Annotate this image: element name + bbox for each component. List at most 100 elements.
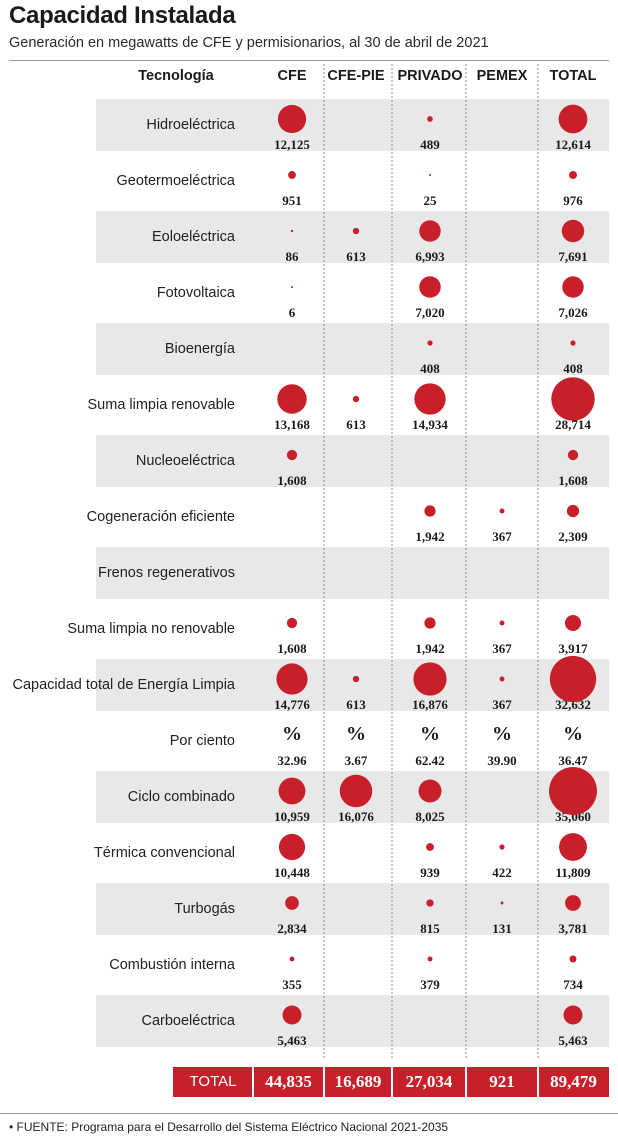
- table-row: [96, 99, 609, 151]
- bubble-total: [570, 340, 576, 346]
- row-label: Fotovoltaica: [156, 285, 235, 301]
- value-label: 2,309: [558, 529, 588, 544]
- value-label: 28,714: [555, 417, 591, 432]
- row-label: Combustión interna: [109, 957, 235, 973]
- value-label: 131: [492, 921, 512, 936]
- bubble-pemex: [500, 901, 504, 905]
- value-label: 613: [346, 417, 366, 432]
- value-label: 734: [563, 977, 583, 992]
- table-row: [96, 883, 609, 935]
- total-label: TOTAL: [189, 1073, 237, 1090]
- row-label: Suma limpia renovable: [87, 397, 236, 413]
- value-label: 1,942: [415, 641, 445, 656]
- value-label: 408: [563, 361, 583, 376]
- value-label: 2,834: [277, 921, 307, 936]
- bubble-total: [569, 171, 577, 179]
- bubble-pemex: [499, 620, 505, 626]
- table-row: [96, 659, 609, 711]
- bubble-total: [565, 895, 581, 911]
- percent-symbol: %: [346, 723, 366, 745]
- value-label: 11,809: [555, 865, 591, 880]
- value-label: 3.67: [344, 753, 368, 768]
- value-label: 10,448: [274, 865, 310, 880]
- value-label: 489: [420, 137, 440, 152]
- column-header-cfe-pie: CFE-PIE: [327, 68, 385, 84]
- bubble-total: [559, 833, 587, 861]
- bubble-privado: [426, 843, 434, 851]
- bubble-privado: [413, 662, 447, 696]
- bubble-total: [558, 104, 588, 134]
- bubble-privado: [419, 276, 441, 298]
- total-value-cfe-pie: 16,689: [334, 1072, 382, 1091]
- row-label: Eoloeléctrica: [151, 229, 235, 245]
- bubble-privado: [414, 383, 446, 415]
- bubble-total: [549, 767, 597, 815]
- row-label: Frenos regenerativos: [97, 565, 235, 581]
- value-label: 16,876: [412, 697, 448, 712]
- value-label: 39.90: [487, 753, 517, 768]
- row-label: Cogeneración eficiente: [86, 509, 235, 525]
- total-value-pemex: 921: [489, 1072, 515, 1091]
- value-label: 7,691: [558, 249, 588, 264]
- table-row: [96, 211, 609, 263]
- bubble-cfe: [282, 1005, 302, 1025]
- bubble-cfe: [277, 384, 307, 414]
- value-label: 14,776: [274, 697, 310, 712]
- total-separator: [391, 1067, 393, 1097]
- total-value-privado: 27,034: [405, 1072, 453, 1091]
- value-label: 976: [563, 193, 583, 208]
- bubble-privado: [424, 617, 436, 629]
- bubble-pemex: [499, 844, 505, 850]
- value-label: 7,020: [415, 305, 445, 320]
- value-label: 815: [420, 921, 440, 936]
- bubble-total: [564, 614, 582, 632]
- top-divider: [9, 60, 609, 61]
- bubble-pemex: [499, 508, 505, 514]
- bubble-privado: [429, 174, 431, 176]
- bubble-cfe: [288, 171, 296, 179]
- table-row: [96, 435, 609, 487]
- value-label: 10,959: [274, 809, 310, 824]
- row-label: Bioenergía: [164, 341, 235, 357]
- bubble-privado: [419, 220, 441, 242]
- column-header-total: TOTAL: [549, 68, 597, 84]
- bubble-cfe: [277, 104, 307, 134]
- bubble-privado: [427, 340, 433, 346]
- value-label: 613: [346, 249, 366, 264]
- value-label: 5,463: [558, 1033, 588, 1048]
- value-label: 422: [492, 865, 512, 880]
- value-label: 379: [420, 977, 440, 992]
- value-label: 5,463: [277, 1033, 307, 1048]
- row-label: Nucleoeléctrica: [135, 453, 235, 469]
- table-row: [96, 995, 609, 1047]
- column-header-pemex: PEMEX: [476, 68, 528, 84]
- value-label: 25: [423, 193, 437, 208]
- total-separator: [252, 1067, 254, 1097]
- row-label: Térmica convencional: [93, 845, 235, 861]
- bubble-privado: [427, 956, 433, 962]
- value-label: 16,076: [338, 809, 374, 824]
- bubble-cfe: [289, 956, 295, 962]
- value-label: 613: [346, 697, 366, 712]
- bubble-total: [562, 276, 584, 298]
- percent-symbol: %: [563, 723, 583, 745]
- bubble-privado: [426, 899, 434, 907]
- value-label: 13,168: [274, 417, 310, 432]
- bubble-cfe: [290, 229, 294, 233]
- chart-subtitle: Generación en megawatts de CFE y permisi…: [9, 35, 489, 51]
- chart-title: Capacidad Instalada: [9, 2, 236, 29]
- value-label: 1,608: [277, 641, 307, 656]
- bubble-cfe: [278, 833, 306, 861]
- total-separator: [465, 1067, 467, 1097]
- table-row: [96, 547, 609, 599]
- value-label: 6: [288, 305, 296, 320]
- value-label: 408: [420, 361, 440, 376]
- value-label: 1,608: [558, 473, 588, 488]
- source-note: • FUENTE: Programa para el Desarrollo de…: [9, 1120, 449, 1134]
- total-value-total: 89,479: [550, 1072, 597, 1091]
- row-label: Ciclo combinado: [127, 789, 235, 805]
- value-label: 32.96: [277, 753, 307, 768]
- bubble-privado: [427, 116, 433, 122]
- bubble-total: [551, 377, 595, 421]
- value-label: 951: [282, 193, 302, 208]
